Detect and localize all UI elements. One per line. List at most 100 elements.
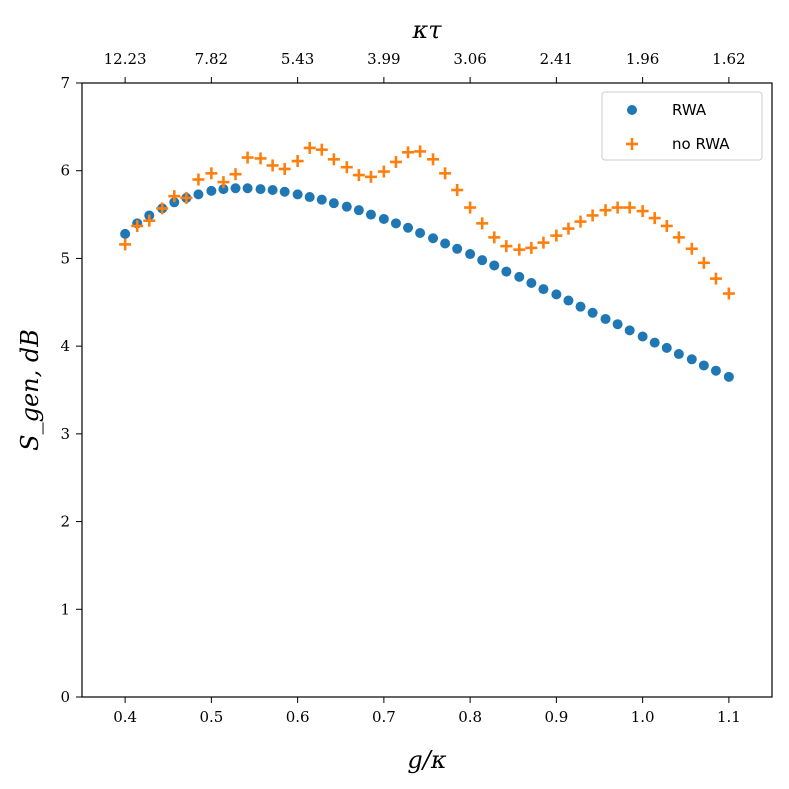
no-rwa-point bbox=[278, 162, 291, 175]
rwa-point bbox=[206, 185, 217, 196]
x-axis-label: g/κ bbox=[407, 746, 446, 774]
rwa-point bbox=[551, 289, 562, 300]
rwa-point bbox=[230, 183, 241, 194]
legend-marker-no-rwa bbox=[626, 138, 638, 150]
no-rwa-point bbox=[180, 191, 193, 204]
top-tick-label: 7.82 bbox=[195, 50, 228, 68]
x-tick-label: 1.1 bbox=[717, 708, 741, 726]
rwa-point bbox=[538, 284, 549, 295]
no-rwa-point bbox=[697, 256, 710, 269]
rwa-point bbox=[686, 354, 697, 365]
y-tick-label: 4 bbox=[60, 337, 70, 355]
no-rwa-point bbox=[672, 231, 685, 244]
no-rwa-point bbox=[488, 231, 501, 244]
x-tick-label: 0.4 bbox=[113, 708, 137, 726]
no-rwa-point bbox=[156, 202, 169, 215]
no-rwa-point bbox=[476, 217, 489, 230]
rwa-point bbox=[514, 271, 525, 282]
no-rwa-point bbox=[168, 190, 181, 203]
no-rwa-point bbox=[611, 201, 624, 214]
rwa-point bbox=[279, 186, 290, 197]
rwa-point bbox=[612, 319, 623, 330]
no-rwa-point bbox=[574, 215, 587, 228]
rwa-point bbox=[637, 331, 648, 342]
rwa-point bbox=[624, 325, 635, 336]
no-rwa-point bbox=[217, 176, 230, 189]
legend-marker-rwa bbox=[627, 105, 637, 115]
top-tick-label: 3.06 bbox=[453, 50, 486, 68]
no-rwa-point bbox=[685, 242, 698, 255]
rwa-point bbox=[661, 342, 672, 353]
top-tick-label: 1.96 bbox=[626, 50, 659, 68]
no-rwa-point bbox=[451, 184, 464, 197]
no-rwa-point bbox=[660, 219, 673, 232]
rwa-point bbox=[292, 189, 303, 200]
rwa-point bbox=[723, 371, 734, 382]
top-axis-ticks: 12.23 7.82 5.43 3.99 3.06 2.41 1.96 1.62 bbox=[104, 50, 746, 83]
rwa-point bbox=[440, 238, 451, 249]
rwa-point bbox=[193, 189, 204, 200]
rwa-point bbox=[378, 213, 389, 224]
rwa-point bbox=[600, 313, 611, 324]
no-rwa-point bbox=[327, 153, 340, 166]
rwa-point bbox=[698, 360, 709, 371]
no-rwa-point bbox=[143, 214, 156, 227]
no-rwa-point bbox=[525, 241, 538, 254]
rwa-point bbox=[415, 227, 426, 238]
no-rwa-point bbox=[352, 169, 365, 182]
x-tick-label: 0.9 bbox=[544, 708, 568, 726]
no-rwa-point bbox=[254, 152, 267, 165]
no-rwa-point bbox=[709, 272, 722, 285]
rwa-point bbox=[489, 260, 500, 271]
top-tick-label: 5.43 bbox=[281, 50, 314, 68]
rwa-point bbox=[390, 218, 401, 229]
x-tick-label: 0.5 bbox=[199, 708, 223, 726]
top-tick-label: 2.41 bbox=[540, 50, 573, 68]
y-tick-label: 3 bbox=[60, 425, 70, 443]
rwa-point bbox=[316, 194, 327, 205]
top-tick-label: 12.23 bbox=[104, 50, 147, 68]
no-rwa-point bbox=[562, 222, 575, 235]
x-tick-label: 1.0 bbox=[631, 708, 655, 726]
plot-frame bbox=[81, 82, 773, 698]
no-rwa-point bbox=[229, 168, 242, 181]
legend-label-rwa: RWA bbox=[672, 101, 707, 119]
top-tick-label: 3.99 bbox=[367, 50, 400, 68]
no-rwa-point bbox=[205, 167, 218, 180]
rwa-point bbox=[169, 197, 180, 208]
legend-plus bbox=[626, 138, 638, 150]
legend-box bbox=[601, 91, 763, 161]
rwa-point bbox=[428, 233, 439, 244]
legend-label-no-rwa: no RWA bbox=[672, 135, 730, 153]
no-rwa-point bbox=[119, 238, 132, 251]
no-rwa-point bbox=[303, 141, 316, 154]
no-rwa-point bbox=[131, 219, 144, 232]
top-tick-label: 1.62 bbox=[712, 50, 745, 68]
rwa-point bbox=[218, 184, 229, 195]
rwa-point bbox=[477, 255, 488, 266]
no-rwa-series bbox=[119, 141, 735, 300]
rwa-point bbox=[563, 295, 574, 306]
rwa-point bbox=[649, 337, 660, 348]
rwa-point bbox=[575, 301, 586, 312]
no-rwa-point bbox=[364, 170, 377, 183]
no-rwa-point bbox=[513, 243, 526, 256]
no-rwa-point bbox=[315, 143, 328, 156]
no-rwa-point bbox=[291, 155, 304, 168]
no-rwa-point bbox=[722, 287, 735, 300]
no-rwa-point bbox=[500, 240, 513, 253]
rwa-point bbox=[526, 277, 537, 288]
no-rwa-point bbox=[648, 212, 661, 225]
rwa-point bbox=[365, 209, 376, 220]
rwa-point bbox=[353, 205, 364, 216]
x-tick-label: 0.6 bbox=[286, 708, 310, 726]
no-rwa-point bbox=[414, 145, 427, 158]
rwa-point bbox=[120, 228, 131, 239]
no-rwa-point bbox=[439, 167, 452, 180]
x-tick-label: 0.8 bbox=[458, 708, 482, 726]
rwa-point bbox=[403, 222, 414, 233]
rwa-point bbox=[452, 243, 463, 254]
rwa-point bbox=[587, 307, 598, 318]
no-rwa-point bbox=[537, 236, 550, 249]
